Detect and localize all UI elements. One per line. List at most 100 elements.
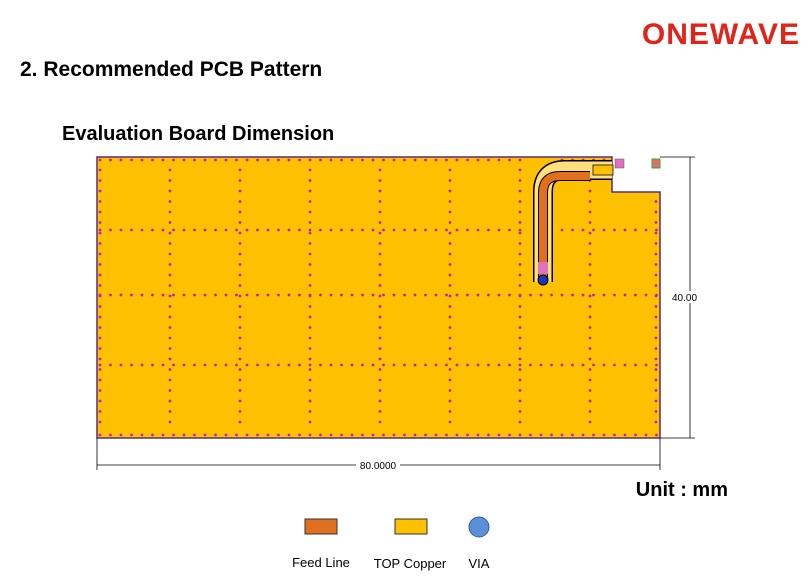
via-dot — [98, 221, 102, 224]
via-dot — [98, 326, 102, 329]
via-dot — [448, 357, 452, 361]
via-dot — [277, 158, 280, 162]
via-dot — [168, 242, 172, 245]
via-dot — [140, 293, 144, 297]
via-dot — [168, 263, 172, 266]
pcb-board — [96, 156, 661, 439]
via-dot — [581, 293, 585, 297]
via-dot — [382, 363, 385, 367]
via-dot — [588, 242, 592, 245]
via-dot — [287, 158, 291, 162]
via-dot — [168, 200, 172, 203]
via-dot — [623, 228, 627, 232]
via-dot — [539, 293, 543, 297]
via-dot — [518, 399, 522, 403]
via-dot — [224, 228, 228, 232]
legend-swatch — [394, 518, 428, 535]
via-dot — [308, 357, 312, 361]
pad — [592, 164, 614, 176]
via-dot — [238, 210, 242, 214]
via-dot — [588, 294, 592, 298]
via-dot — [571, 433, 574, 437]
via-dot — [172, 363, 175, 367]
via-dot — [308, 326, 312, 329]
via-dot — [378, 399, 382, 403]
via-dot — [238, 357, 242, 361]
via-dot — [445, 293, 448, 297]
via-dot — [98, 284, 102, 287]
via-dot — [424, 433, 427, 437]
via-dot — [602, 363, 606, 367]
via-dot — [256, 228, 259, 232]
via-dot — [235, 363, 238, 367]
via-dot — [518, 294, 522, 298]
via-dot — [168, 210, 172, 214]
via-dot — [518, 189, 522, 193]
via-dot — [518, 221, 522, 224]
via-dot — [151, 158, 154, 162]
width-label: 80.0000 — [360, 461, 397, 472]
via-dot — [119, 228, 123, 232]
via-dot — [654, 347, 658, 350]
via-dot — [361, 158, 364, 162]
via-dot — [448, 305, 452, 308]
logo: ONEWAVE — [642, 18, 800, 51]
via-dot — [497, 433, 501, 437]
via-dot — [182, 293, 186, 297]
via-dot — [392, 363, 396, 367]
via-dot — [98, 378, 102, 382]
via-dot — [518, 433, 522, 437]
via-dot — [602, 228, 606, 232]
via-dot — [98, 399, 102, 403]
legend-swatch — [304, 518, 338, 535]
via-dot — [298, 158, 301, 162]
via-dot — [98, 189, 102, 193]
via-dot — [378, 378, 382, 382]
via-dot — [644, 228, 648, 232]
via-dot — [550, 363, 553, 367]
via-dot — [193, 363, 196, 367]
via-dot — [448, 336, 452, 340]
via-dot — [130, 293, 133, 297]
via-dot — [588, 399, 592, 403]
via-dot — [98, 347, 102, 350]
via-dot — [654, 284, 658, 287]
via-dot — [308, 420, 312, 424]
via-dot — [448, 189, 452, 193]
via-dot — [497, 363, 501, 367]
via-dot — [623, 293, 627, 297]
via-dot — [424, 228, 427, 232]
via-dot — [654, 378, 658, 382]
via-dot — [378, 252, 382, 256]
via-dot — [168, 420, 172, 424]
via-dot — [378, 263, 382, 266]
via-dot — [361, 363, 364, 367]
via-dot — [203, 228, 207, 232]
via-dot — [518, 420, 522, 424]
via-dot — [592, 433, 595, 437]
via-dot — [98, 231, 102, 235]
via-dot — [518, 326, 522, 329]
feed-line — [539, 172, 590, 280]
via-dot — [518, 158, 522, 162]
via-dot — [161, 158, 165, 162]
via-dot — [588, 284, 592, 287]
via-dot — [277, 363, 280, 367]
via-dot — [319, 158, 322, 162]
via-dot — [168, 389, 172, 392]
via-dot — [130, 158, 133, 162]
via-dot — [403, 228, 406, 232]
via-dot — [448, 273, 452, 277]
via-dot — [550, 293, 553, 297]
via-dot — [392, 293, 396, 297]
via-dot — [371, 433, 375, 437]
via-dot — [161, 363, 165, 367]
via-dot — [518, 252, 522, 256]
via-dot — [308, 158, 312, 162]
via-dot — [371, 363, 375, 367]
via-dot — [214, 228, 217, 232]
legend-label: TOP Copper — [374, 556, 447, 571]
pad — [651, 158, 661, 169]
via-dot — [238, 242, 242, 245]
